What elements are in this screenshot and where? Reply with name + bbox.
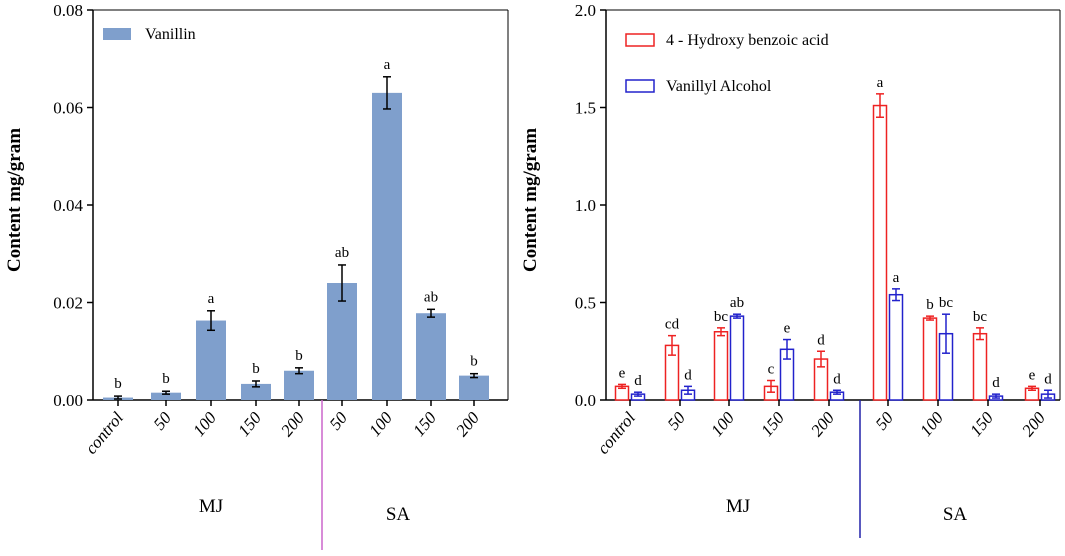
- hydroxy-significance-letter: e: [619, 365, 626, 381]
- vanillin-bar: [151, 392, 181, 400]
- vanillin-bar: [459, 375, 489, 400]
- left-x-tick-label: 100: [365, 408, 396, 440]
- vanillin-significance-letter: ab: [424, 289, 438, 305]
- vanillyl-bar: [888, 293, 904, 401]
- left-group-label-mj: MJ: [199, 496, 223, 517]
- vanillin-chart: Content mg/gram MJ SA Vanillin 0.00 0.02 0…: [4, 1, 509, 550]
- left-x-tick-label: 200: [277, 408, 308, 440]
- hydroxy-bar: [922, 317, 938, 401]
- right-x-tick-label: 100: [916, 408, 947, 440]
- vanillin-significance-letter: a: [208, 291, 215, 307]
- vanillin-bar: [284, 370, 314, 400]
- right-x-tick-label: 100: [707, 408, 738, 440]
- vanillin-significance-letter: b: [252, 361, 260, 377]
- left-y-tick-label: 0.06: [53, 99, 83, 118]
- hydroxy-significance-letter: a: [877, 75, 884, 91]
- hydroxy-significance-letter: e: [1029, 367, 1036, 383]
- vanillyl-significance-letter: d: [684, 367, 692, 383]
- left-x-tick-label: 200: [452, 408, 483, 440]
- legend-swatch-hydroxy: [625, 33, 655, 47]
- vanillin-significance-letter: b: [162, 371, 170, 387]
- vanillin-bar: [196, 320, 226, 400]
- vanillin-bar: [416, 313, 446, 400]
- left-group-label-sa: SA: [386, 504, 411, 525]
- right-x-tick-label: 50: [872, 408, 898, 434]
- vanillyl-significance-letter: d: [634, 373, 642, 389]
- hydroxy-significance-letter: d: [817, 332, 825, 348]
- hydroxy-significance-letter: bc: [714, 309, 729, 325]
- right-group-label-mj: MJ: [726, 496, 750, 517]
- vanillyl-bar: [729, 315, 745, 401]
- right-x-tick-label: control: [593, 408, 639, 458]
- vanillin-significance-letter: b: [295, 348, 303, 364]
- right-x-tick-label: 150: [757, 408, 788, 440]
- right-y-tick-label: 1.5: [575, 99, 596, 118]
- vanillyl-significance-letter: d: [992, 375, 1000, 391]
- left-x-tick-label: control: [81, 408, 127, 458]
- vanillin-significance-letter: ab: [335, 245, 349, 261]
- right-x-tick-label: 200: [807, 408, 838, 440]
- vanillin-bar: [372, 92, 402, 400]
- hydroxy-bar: [872, 104, 888, 401]
- vanillyl-significance-letter: e: [784, 321, 791, 337]
- legend-label-vanillin: Vanillin: [145, 26, 196, 43]
- hydroxy-bar: [713, 331, 729, 401]
- left-x-tick-label: 50: [326, 408, 352, 434]
- hydroxy-significance-letter: b: [926, 297, 934, 313]
- legend-swatch-vanillyl: [625, 79, 655, 93]
- right-y-tick-label: 0.0: [575, 391, 596, 410]
- vanillyl-significance-letter: a: [893, 270, 900, 286]
- right-group-label-sa: SA: [943, 504, 968, 525]
- vanillyl-significance-letter: bc: [939, 295, 954, 311]
- hydroxy-significance-letter: bc: [973, 309, 988, 325]
- legend-swatch-vanillin: [103, 28, 131, 40]
- right-y-tick-label: 1.0: [575, 196, 596, 215]
- vanillyl-significance-letter: d: [1044, 371, 1052, 387]
- vanillyl-significance-letter: ab: [730, 295, 744, 311]
- left-y-tick-label: 0.04: [53, 196, 83, 215]
- hydroxy-significance-letter: cd: [665, 317, 680, 333]
- left-x-tick-label: 100: [189, 408, 220, 440]
- right-y-tick-label: 0.5: [575, 294, 596, 313]
- right-x-tick-label: 50: [664, 408, 690, 434]
- vanillin-bar: [327, 283, 357, 400]
- left-x-tick-label: 50: [150, 408, 176, 434]
- left-y-tick-label: 0.00: [53, 391, 83, 410]
- legend-label-hydroxy: 4 - Hydroxy benzoic acid: [666, 32, 829, 49]
- right-y-axis-label: Content mg/gram: [520, 128, 541, 272]
- vanillin-significance-letter: b: [470, 354, 478, 370]
- hydroxy-vanillyl-chart: Content mg/gram MJ SA 4 - Hydroxy benzoi…: [520, 1, 1061, 538]
- left-y-tick-label: 0.02: [53, 294, 83, 313]
- vanillin-significance-letter: b: [114, 376, 122, 392]
- legend-label-vanillyl: Vanillyl Alcohol: [666, 78, 772, 95]
- right-y-tick-label: 2.0: [575, 1, 596, 20]
- right-x-tick-label: 150: [966, 408, 997, 440]
- left-y-axis-label: Content mg/gram: [4, 128, 25, 272]
- vanillin-significance-letter: a: [384, 57, 391, 73]
- left-x-tick-label: 150: [409, 408, 440, 440]
- vanillin-bar: [241, 383, 271, 400]
- hydroxy-significance-letter: c: [768, 362, 775, 378]
- left-x-tick-label: 150: [234, 408, 265, 440]
- right-x-tick-label: 200: [1018, 408, 1049, 440]
- hydroxy-bar: [972, 332, 988, 401]
- left-y-tick-label: 0.08: [53, 1, 83, 20]
- vanillyl-significance-letter: d: [833, 371, 841, 387]
